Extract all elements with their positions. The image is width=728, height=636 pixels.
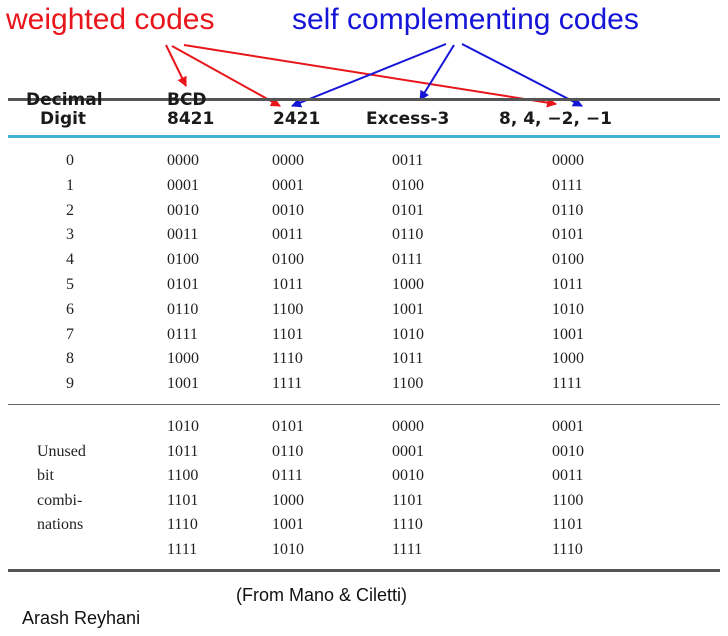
cell-code-2421: 0001 [272,176,304,194]
cell-unused-excess-3: 1111 [392,540,423,558]
cell-bcd-8421: 0110 [167,300,199,318]
cell-unused-code-2421: 1010 [272,540,304,558]
table-top-rule [8,98,720,101]
cell-code-8-4-neg2-neg1: 1010 [552,300,584,318]
header-2421: 2421 [273,109,321,129]
cell-excess-3: 0101 [392,201,424,219]
cell-unused-excess-3: 1110 [392,516,423,533]
table-separator-rule [8,404,720,405]
cell-excess-3: 1100 [392,375,424,393]
cell-code-2421: 1011 [272,276,304,293]
cell-unused-bcd-8421: 1110 [167,516,198,533]
cell-excess-3: 1011 [392,350,424,368]
header-8-4-neg2-neg1: 8, 4, −2, −1 [499,109,612,129]
cell-unused-code-8-4-neg2-neg1: 0010 [552,442,584,460]
weighted-arrow-bcd [165,44,187,87]
cell-decimal-digit: 9 [66,375,74,393]
cell-bcd-8421: 0111 [167,325,198,343]
header-bcd: BCD [167,90,207,110]
selfcomp-arrow-8421n [461,43,583,107]
cell-unused-code-2421: 0111 [272,467,303,484]
cell-decimal-digit: 3 [66,226,74,244]
cell-code-2421: 1111 [272,375,303,393]
cell-excess-3: 0110 [392,226,424,244]
cell-bcd-8421: 0101 [167,276,199,293]
selfcomp-arrow-2421 [291,43,447,108]
cell-excess-3: 1010 [392,325,424,343]
cell-decimal-digit: 2 [66,201,74,219]
unused-bit-combinations-label: combi- [37,491,83,509]
cell-unused-code-8-4-neg2-neg1: 0001 [552,418,584,435]
cell-bcd-8421: 0000 [167,152,199,169]
selfcomp-arrow-excess3 [419,44,455,101]
cell-code-8-4-neg2-neg1: 1111 [552,375,583,393]
unused-bit-combinations-label: bit [37,467,54,484]
cell-unused-excess-3: 0001 [392,442,424,460]
cell-unused-code-2421: 0110 [272,442,304,460]
cell-unused-bcd-8421: 1011 [167,442,199,460]
cell-decimal-digit: 6 [66,300,74,318]
cell-decimal-digit: 5 [66,276,74,293]
source-citation: (From Mano & Ciletti) [236,585,408,605]
cell-decimal-digit: 8 [66,350,74,368]
cell-code-8-4-neg2-neg1: 0111 [552,176,583,194]
cell-code-2421: 0011 [272,226,304,244]
unused-bit-combinations-label: nations [37,516,84,533]
cell-code-2421: 0010 [272,201,304,219]
cell-decimal-digit: 7 [66,325,74,343]
header-excess-3: Excess-3 [366,109,450,129]
cell-unused-bcd-8421: 1010 [167,418,199,435]
cell-excess-3: 0111 [392,251,423,269]
cell-code-8-4-neg2-neg1: 0000 [552,152,584,169]
cell-unused-code-8-4-neg2-neg1: 1101 [552,516,584,533]
cell-code-2421: 1101 [272,325,304,343]
cell-decimal-digit: 4 [66,251,74,269]
cell-unused-excess-3: 1101 [392,491,424,509]
self-complementing-codes-label: self complementing codes [292,3,639,36]
cell-unused-code-2421: 0101 [272,418,304,435]
cell-decimal-digit: 1 [66,176,74,194]
cell-unused-bcd-8421: 1111 [167,540,198,558]
cell-excess-3: 0100 [392,176,424,194]
cell-bcd-8421: 0010 [167,201,199,219]
cell-code-2421: 1100 [272,300,304,318]
unused-bit-combinations-label: Unused [37,442,86,460]
cell-unused-code-8-4-neg2-neg1: 1110 [552,540,583,558]
cell-unused-code-2421: 1000 [272,491,304,509]
cell-excess-3: 1000 [392,276,424,293]
cell-excess-3: 1001 [392,300,424,318]
cell-unused-code-8-4-neg2-neg1: 0011 [552,467,584,484]
cell-code-8-4-neg2-neg1: 0110 [552,201,584,219]
cell-code-8-4-neg2-neg1: 0100 [552,251,584,269]
author-name: Arash Reyhani [22,608,141,628]
table-bottom-rule [8,569,720,572]
cell-code-2421: 0100 [272,251,304,269]
cell-bcd-8421: 0011 [167,226,199,244]
cell-decimal-digit: 0 [66,152,74,169]
header-8421: 8421 [167,109,215,129]
cell-unused-excess-3: 0010 [392,467,424,484]
cell-code-8-4-neg2-neg1: 1011 [552,276,584,293]
cell-unused-excess-3: 0000 [392,418,424,435]
cell-code-8-4-neg2-neg1: 1000 [552,350,584,368]
weighted-arrow-2421 [171,45,281,107]
cell-bcd-8421: 0100 [167,251,199,269]
cell-unused-bcd-8421: 1100 [167,467,199,484]
cell-excess-3: 0011 [392,152,424,169]
header-decimal: Decimal [26,90,103,110]
cell-code-2421: 0000 [272,152,304,169]
cell-unused-code-8-4-neg2-neg1: 1100 [552,491,584,509]
cell-code-2421: 1110 [272,350,303,368]
cell-unused-bcd-8421: 1101 [167,491,199,509]
cell-code-8-4-neg2-neg1: 1001 [552,325,584,343]
cell-unused-code-2421: 1001 [272,516,304,533]
cell-bcd-8421: 1000 [167,350,199,368]
cell-bcd-8421: 1001 [167,375,199,393]
header-digit: Digit [40,109,87,129]
table-header-rule [8,135,720,138]
cell-code-8-4-neg2-neg1: 0101 [552,226,584,244]
weighted-codes-label: weighted codes [6,3,215,36]
cell-bcd-8421: 0001 [167,176,199,194]
